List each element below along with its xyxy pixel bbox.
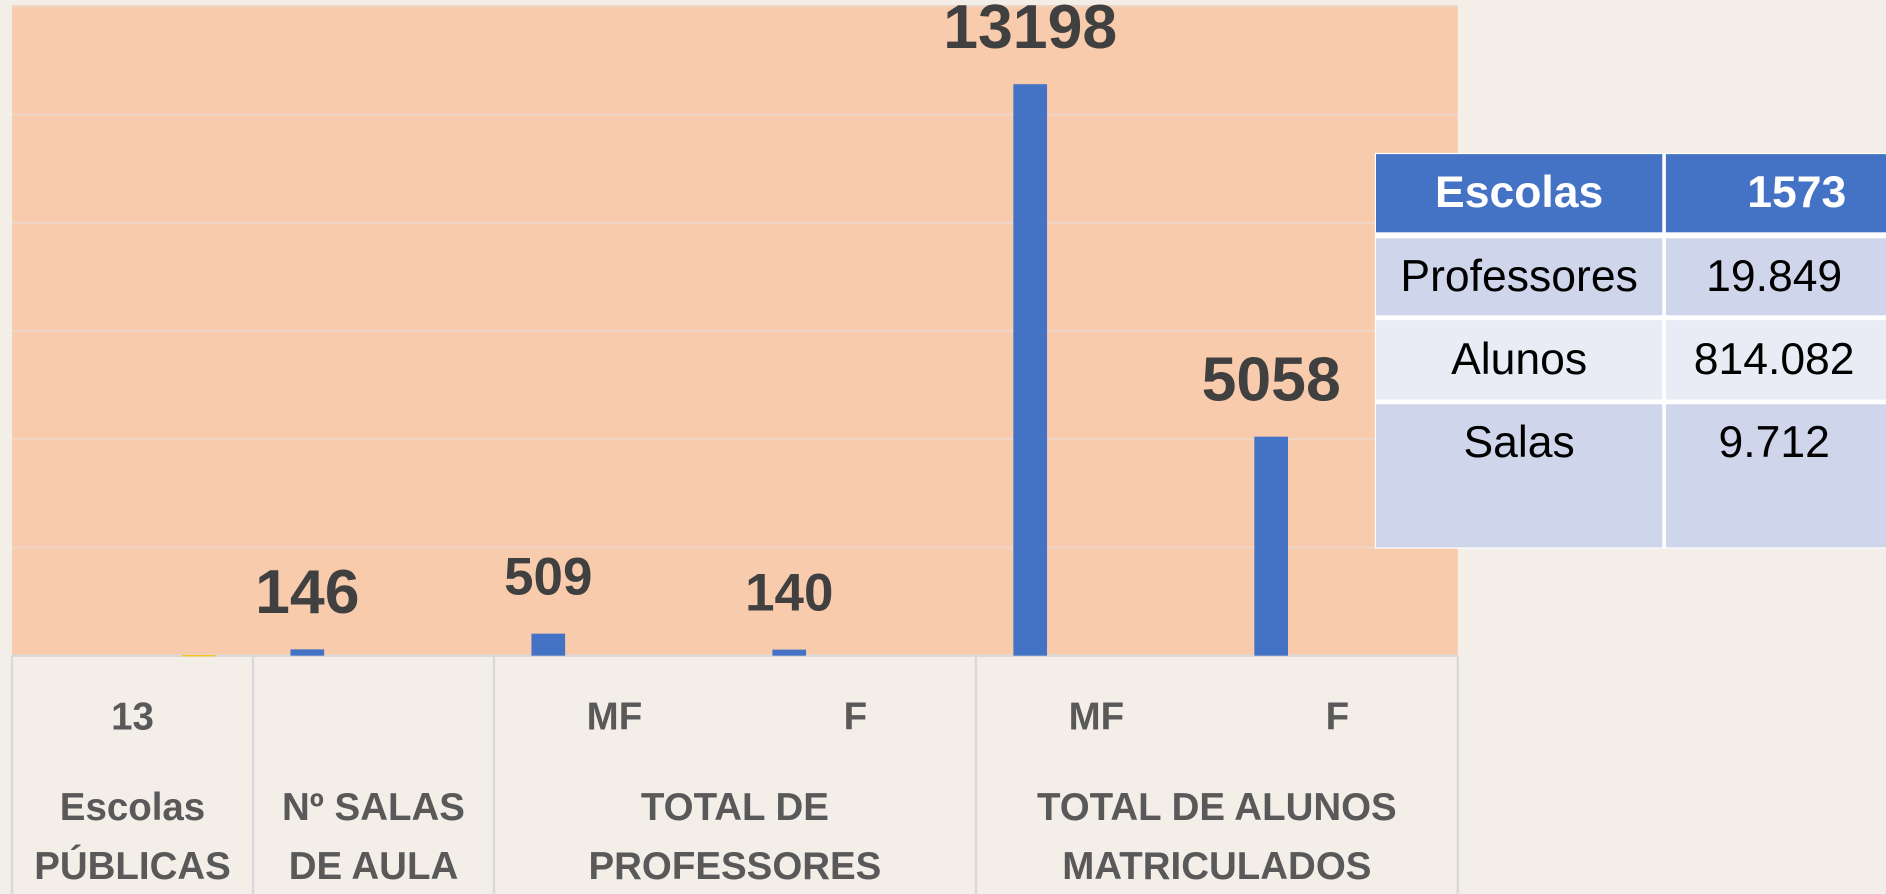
bar: [1013, 84, 1048, 656]
header-cell: [1665, 154, 1886, 233]
summary-table: Escolas 1573 Professores 19.849 Alunos 8…: [1374, 152, 1886, 549]
group-label: Nº SALAS: [282, 786, 465, 829]
table-cell: Salas: [1463, 418, 1574, 467]
table-cell: 9.712: [1718, 418, 1829, 467]
table-header: 1573: [1747, 168, 1846, 217]
group-label: Escolas: [60, 786, 205, 829]
cell: [1376, 238, 1663, 316]
bar: [290, 649, 325, 656]
group-label: TOTAL DE: [641, 786, 829, 829]
group-label: DE AULA: [289, 845, 459, 888]
bar: [531, 633, 566, 656]
x-tick-label: 13: [111, 696, 154, 739]
x-tick-label: MF: [1069, 696, 1125, 739]
bar: [181, 655, 216, 657]
cell: [1665, 238, 1886, 316]
data-label: 146: [255, 557, 359, 627]
bar: [772, 649, 807, 656]
group-label: TOTAL DE ALUNOS: [1037, 786, 1397, 829]
cell: [1376, 404, 1663, 548]
table-header: Escolas: [1435, 168, 1603, 217]
cell: [1665, 320, 1886, 400]
x-tick-label: F: [1326, 696, 1349, 739]
table-cell: 814.082: [1694, 335, 1855, 384]
x-tick-label: F: [844, 696, 868, 739]
bar: [1254, 436, 1289, 656]
table-cell: Alunos: [1451, 335, 1587, 384]
data-label: 5058: [1202, 344, 1341, 414]
group-label: MATRICULADOS: [1062, 845, 1371, 888]
cell: [1665, 404, 1886, 548]
data-label: 13198: [943, 0, 1117, 62]
data-label: 509: [504, 548, 592, 607]
table-cell: 19.849: [1706, 252, 1842, 301]
table-cell: Professores: [1400, 252, 1637, 301]
group-label: PÚBLICAS: [34, 844, 231, 888]
x-tick-label: MF: [587, 696, 643, 739]
group-label: PROFESSORES: [588, 845, 881, 888]
header-cell: [1376, 154, 1663, 233]
cell: [1376, 320, 1663, 400]
data-label: 140: [745, 564, 833, 623]
